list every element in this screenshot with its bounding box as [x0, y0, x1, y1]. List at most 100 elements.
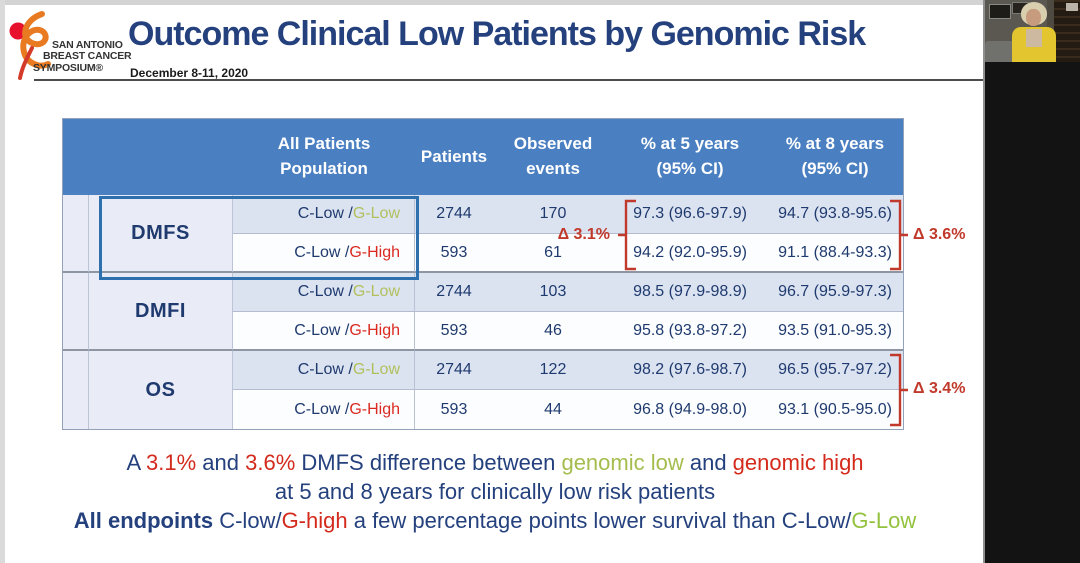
- delta-dmfs-5yr: Δ 3.1%: [557, 226, 610, 243]
- cell-5yr: 94.2 (92.0-95.9): [613, 234, 767, 273]
- col-header-events: Observed events: [493, 119, 613, 195]
- genomic-risk-label: G-Low: [352, 283, 400, 300]
- col-header-5yr: % at 5 years (95% CI): [613, 119, 767, 195]
- cell-patients: 2744: [415, 273, 493, 312]
- bracket-left-icon: [618, 199, 636, 271]
- org-name-line3: SYMPOSIUM®: [33, 61, 103, 74]
- col-header-8yr-line2: (95% CI): [801, 159, 869, 178]
- cell-events: 170: [493, 195, 613, 234]
- summary-line1: A 3.1% and 3.6% DMFS difference between …: [40, 448, 950, 477]
- col-header-8yr: % at 8 years (95% CI): [767, 119, 903, 195]
- col-header-events-line1: Observed: [513, 134, 593, 154]
- col-header-patients: Patients: [415, 119, 493, 195]
- cell-events: 103: [493, 273, 613, 312]
- cell-5yr: 95.8 (93.8-97.2): [613, 312, 767, 351]
- summary-text: DMFS difference between: [295, 450, 562, 475]
- results-table: All Patients Population Patients Observe…: [62, 118, 904, 430]
- org-name-line2: BREAST CANCER: [43, 50, 132, 63]
- speaker-blouse: [1026, 29, 1042, 47]
- population-cell: C-Low / G-Low: [233, 195, 415, 234]
- cell-events: 61: [493, 234, 613, 273]
- endpoint-os: OS: [89, 351, 233, 429]
- cell-5yr: 98.5 (97.9-98.9): [613, 273, 767, 312]
- slide-title: Outcome Clinical Low Patients by Genomic…: [128, 15, 866, 53]
- population-cell: C-Low / G-High: [233, 234, 415, 273]
- population-cell: C-Low / G-High: [233, 312, 415, 351]
- cell-5yr: 96.8 (94.9-98.0): [613, 390, 767, 429]
- cell-patients: 593: [415, 390, 493, 429]
- delta-os-8yr: Δ 3.4%: [913, 380, 966, 397]
- col-header-events-line2: events: [526, 159, 580, 178]
- col-header-population-line1: All Patients: [277, 134, 371, 154]
- dmfs-highlight-box: [99, 196, 419, 280]
- sidebar-divider: [983, 0, 985, 563]
- title-divider: [34, 79, 986, 81]
- genomic-risk-label: G-High: [349, 321, 400, 339]
- col-header-8yr-line1: % at 8 years: [785, 134, 885, 154]
- cell-events: 122: [493, 351, 613, 390]
- population-cell: C-Low / G-High: [233, 390, 415, 429]
- bracket-right-icon: [890, 199, 908, 271]
- cell-8yr: 94.7 (93.8-95.6): [767, 195, 903, 234]
- cell-patients: 2744: [415, 195, 493, 234]
- org-name: SAN ANTONIO BREAST CANCER SYMPOSIUM®: [33, 39, 132, 74]
- window-left-edge: [0, 0, 5, 563]
- event-date: December 8-11, 2020: [130, 66, 249, 80]
- summary-block: A 3.1% and 3.6% DMFS difference between …: [40, 448, 950, 535]
- summary-line3: All endpoints C-low/G-high a few percent…: [40, 506, 950, 535]
- population-prefix: C-Low /: [294, 321, 350, 339]
- sabcs-ribbon-icon: [9, 11, 51, 80]
- col-header-patients-label: Patients: [420, 146, 488, 166]
- cell-5yr: 98.2 (97.6-98.7): [613, 351, 767, 390]
- cell-5yr: 97.3 (96.6-97.9): [613, 195, 767, 234]
- population-prefix: C-Low /: [294, 400, 350, 418]
- summary-text: and: [683, 450, 733, 475]
- col-header-population: All Patients Population: [233, 119, 415, 195]
- table-header-background: [63, 119, 903, 195]
- summary-g-high: G-high: [281, 508, 348, 534]
- spacer-cell: [63, 273, 89, 351]
- summary-g-low: G-Low: [851, 508, 917, 534]
- genomic-risk-label: G-High: [349, 243, 400, 261]
- genomic-risk-label: G-Low: [352, 361, 400, 378]
- cell-events: 44: [493, 390, 613, 429]
- video-sidebar: [985, 62, 1080, 563]
- summary-genomic-high: genomic high: [732, 450, 864, 475]
- col-header-5yr-line2: (95% CI): [656, 159, 724, 178]
- shelf-papers: [1066, 3, 1078, 11]
- cell-8yr: 96.7 (95.9-97.3): [767, 273, 903, 312]
- col-header-5yr-line1: % at 5 years: [640, 134, 740, 154]
- summary-text: A: [126, 450, 147, 475]
- cell-8yr: 93.1 (90.5-95.0): [767, 390, 903, 429]
- endpoint-dmfs: DMFS: [89, 195, 233, 273]
- summary-genomic-low: genomic low: [561, 450, 684, 475]
- population-cell: C-Low / G-Low: [233, 351, 415, 390]
- cell-events: 46: [493, 312, 613, 351]
- speaker-webcam[interactable]: [985, 0, 1080, 62]
- summary-text: and: [196, 450, 246, 475]
- speaker-face: [1026, 9, 1041, 26]
- cell-8yr: 91.1 (88.4-93.3): [767, 234, 903, 273]
- cell-8yr: 96.5 (95.7-97.2): [767, 351, 903, 390]
- summary-line2: at 5 and 8 years for clinically low risk…: [274, 479, 716, 505]
- spacer-cell: [63, 351, 89, 429]
- couch: [985, 41, 1019, 62]
- wall-picture: [989, 4, 1011, 19]
- org-name-line1: SAN ANTONIO: [52, 39, 123, 51]
- summary-text: a few percentage points lower survival t…: [347, 508, 852, 534]
- col-header-population-line2: Population: [280, 159, 368, 178]
- bracket-right-icon: [890, 353, 908, 427]
- summary-delta1: 3.1%: [146, 450, 197, 475]
- genomic-risk-label: G-High: [349, 400, 400, 418]
- cell-8yr: 93.5 (91.0-95.3): [767, 312, 903, 351]
- population-prefix: C-Low /: [297, 283, 353, 300]
- cell-patients: 593: [415, 312, 493, 351]
- population-prefix: C-Low /: [297, 361, 353, 378]
- population-prefix: C-Low /: [294, 243, 350, 261]
- population-prefix: C-Low /: [297, 205, 353, 222]
- summary-delta2: 3.6%: [245, 450, 296, 475]
- cell-patients: 593: [415, 234, 493, 273]
- summary-all-endpoints: All endpoints: [73, 508, 214, 534]
- genomic-risk-label: G-Low: [352, 205, 400, 222]
- summary-text: C-low/: [213, 508, 282, 534]
